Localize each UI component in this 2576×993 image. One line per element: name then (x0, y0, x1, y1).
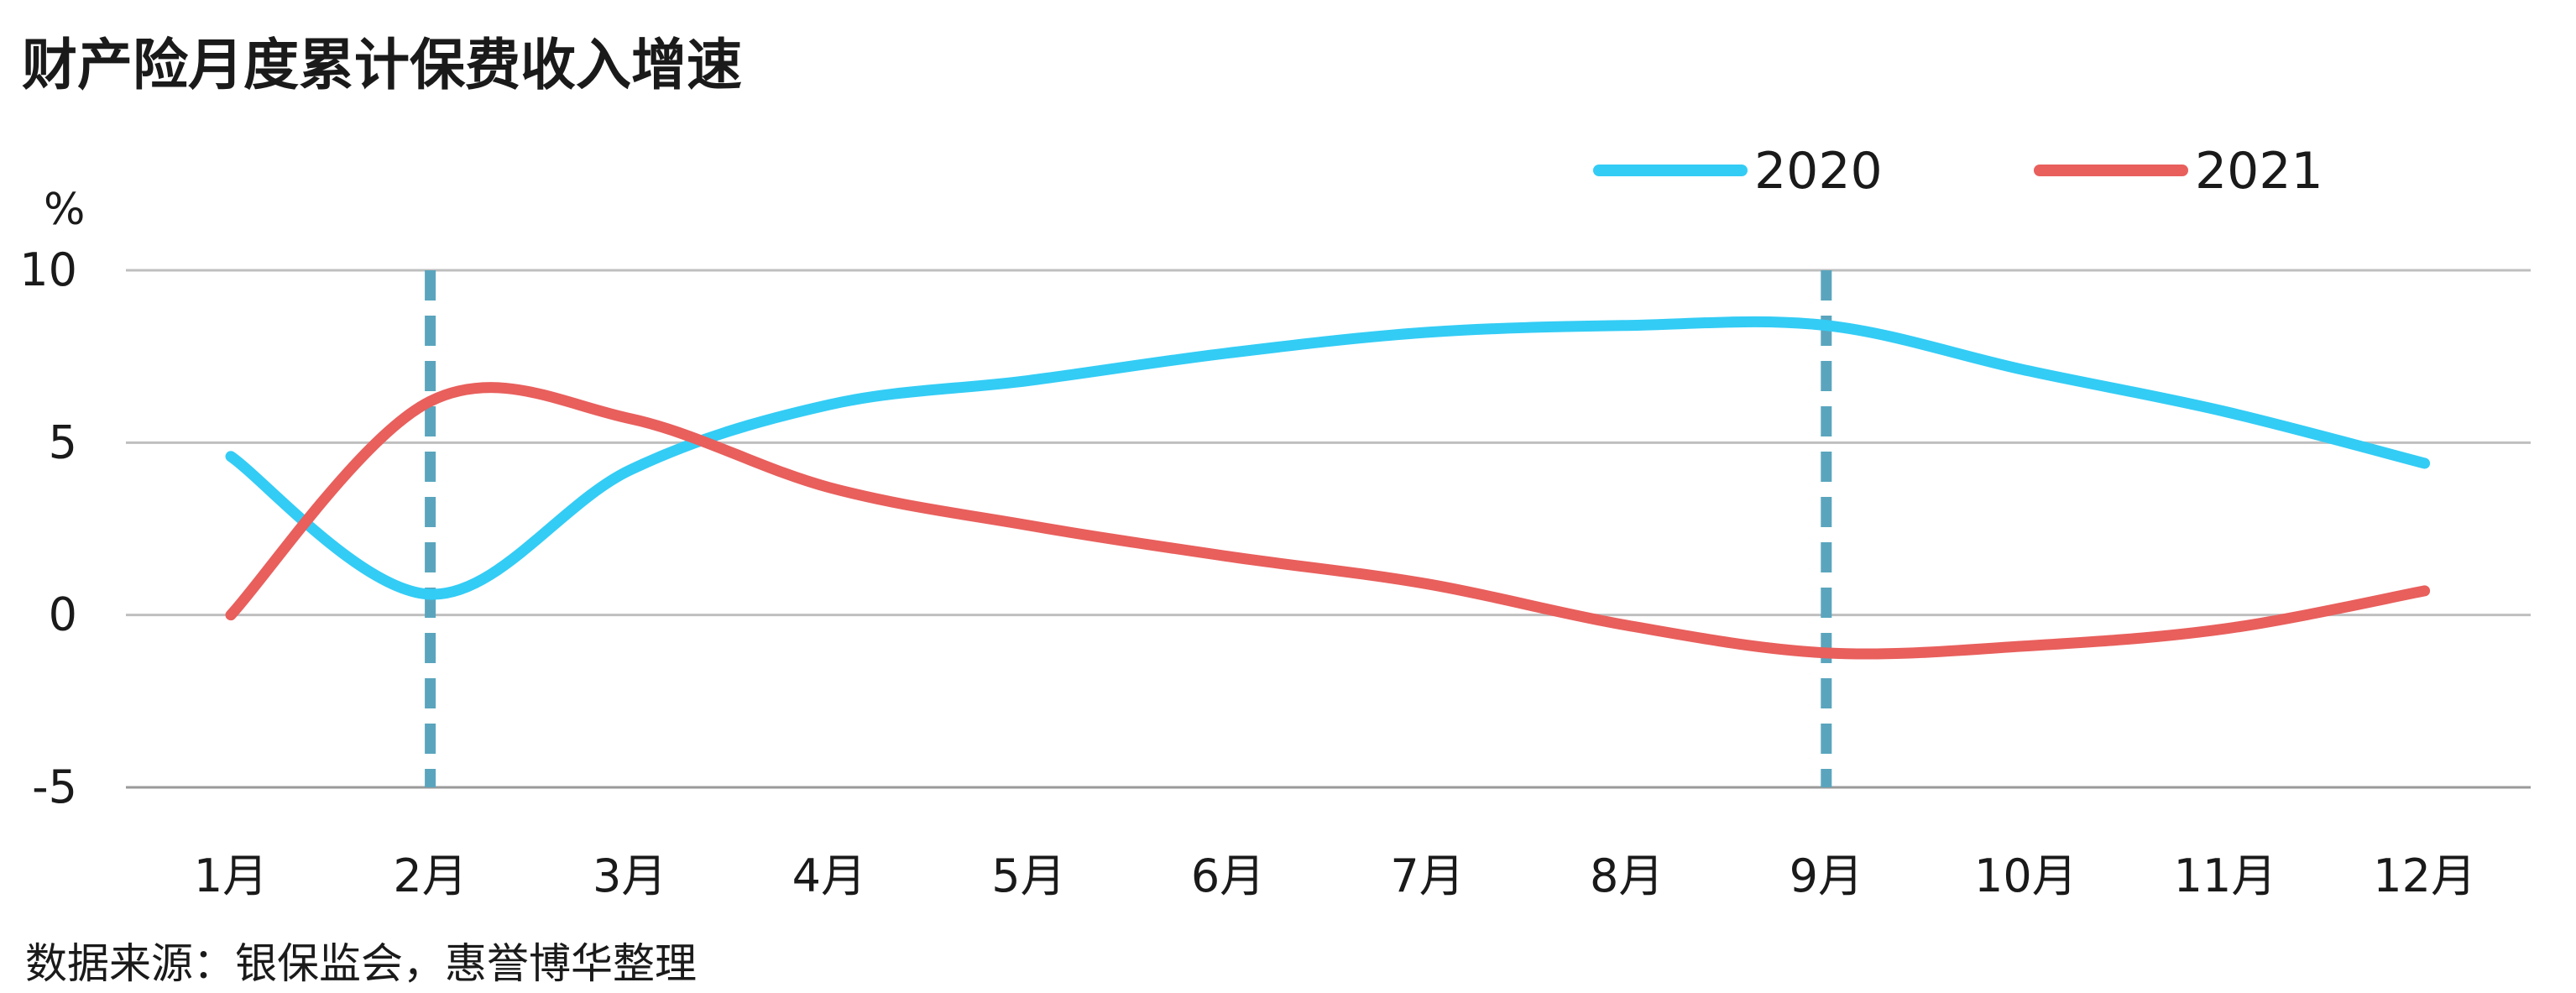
x-tick-label: 6月 (1191, 849, 1265, 902)
y-axis-ticks: 10 5 0 -5 (19, 243, 77, 813)
highlight-markers (425, 270, 1832, 787)
y-tick-label: 10 (19, 243, 77, 296)
x-tick-label: 2月 (393, 849, 467, 902)
x-tick-label: 12月 (2373, 849, 2476, 902)
x-tick-label: 8月 (1590, 849, 1664, 902)
x-tick-label: 9月 (1790, 849, 1863, 902)
source-note: 数据来源：银保监会，惠誉博华整理 (25, 939, 697, 988)
y-axis-unit: % (44, 185, 85, 235)
series-line-2020 (225, 316, 2431, 600)
legend-label-2020: 2020 (1754, 142, 1883, 201)
y-tick-label: 5 (49, 415, 77, 468)
x-tick-label: 5月 (991, 849, 1065, 902)
x-tick-label: 3月 (593, 849, 666, 902)
series-lines (225, 316, 2431, 660)
x-axis-ticks: 1月 2月 3月 4月 5月 6月 7月 8月 9月 10月 11月 12月 (194, 849, 2476, 902)
x-tick-label: 4月 (792, 849, 866, 902)
gridlines (126, 269, 2531, 789)
series-line-2021 (225, 382, 2431, 660)
x-tick-label: 10月 (1974, 849, 2077, 902)
chart-title: 财产险月度累计保费收入增速 (22, 32, 742, 97)
y-tick-label: 0 (49, 588, 77, 641)
x-tick-label: 11月 (2174, 849, 2277, 902)
y-tick-label: -5 (32, 760, 77, 813)
x-tick-label: 7月 (1390, 849, 1464, 902)
x-tick-label: 1月 (194, 849, 268, 902)
legend-label-2021: 2021 (2195, 142, 2323, 201)
legend: 2020 2021 (1593, 142, 2323, 201)
